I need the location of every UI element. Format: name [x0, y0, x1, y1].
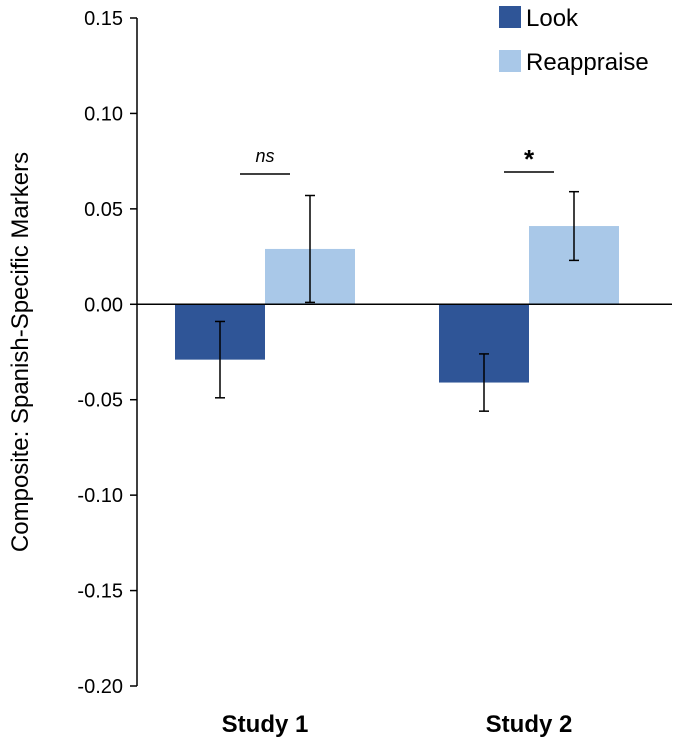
- category-labels-layer: Study 1 Study 2: [222, 711, 573, 738]
- legend-label-reappraise: Reappraise: [526, 49, 649, 76]
- y-tick-label: -0.05: [77, 390, 123, 412]
- significance-label: ns: [255, 146, 274, 166]
- y-tick-label: 0.10: [84, 103, 123, 125]
- y-tick-label: 0.15: [84, 8, 123, 30]
- y-tick-label: -0.10: [77, 485, 123, 507]
- legend-label-look: Look: [526, 5, 579, 32]
- legend: Look Reappraise: [499, 5, 649, 76]
- significance-label: *: [524, 144, 535, 174]
- y-tick-label: 0.00: [84, 294, 123, 316]
- y-tick-label: 0.05: [84, 199, 123, 221]
- error-bars-layer: [215, 190, 579, 412]
- legend-swatch-look: [499, 6, 521, 28]
- y-axis-title: Composite: Spanish-Specific Markers: [7, 152, 34, 552]
- significance-layer: ns *: [240, 144, 554, 175]
- legend-swatch-reappraise: [499, 50, 521, 72]
- y-tick-label: -0.15: [77, 581, 123, 603]
- y-ticks-layer: 0.15 0.10 0.05 0.00 -0.05 -0.10 -0.15 -0.20: [77, 8, 137, 698]
- y-tick-label: -0.20: [77, 676, 123, 698]
- category-label: Study 2: [486, 711, 573, 738]
- category-label: Study 1: [222, 711, 309, 738]
